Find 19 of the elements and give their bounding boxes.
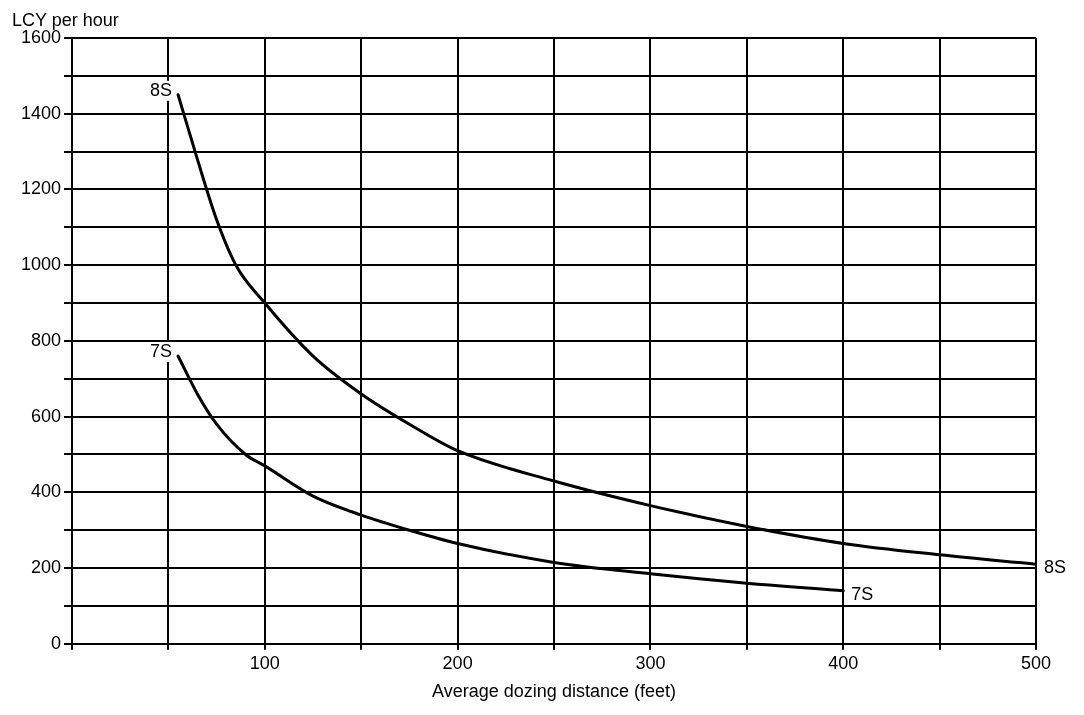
x-tick-label: 300 <box>635 652 666 673</box>
y-axis-title: LCY per hour <box>12 10 119 30</box>
x-tick-label: 400 <box>828 652 859 673</box>
y-tick-label: 1200 <box>21 178 62 199</box>
x-axis-title: Average dozing distance (feet) <box>432 681 676 702</box>
y-tick-label: 1000 <box>21 254 62 275</box>
x-tick-label: 200 <box>442 652 473 673</box>
y-tick-label: 200 <box>31 557 62 578</box>
x-tick-label: 100 <box>249 652 280 673</box>
series-label: 7S <box>150 341 173 362</box>
y-tick-label: 1400 <box>21 102 62 123</box>
y-tick-label: 600 <box>31 405 62 426</box>
series-label: 8S <box>150 79 173 100</box>
x-tick-label: 500 <box>1020 652 1052 673</box>
y-tick-label: 0 <box>51 632 62 653</box>
y-tick-label: 800 <box>31 329 62 350</box>
y-tick-label: 400 <box>31 481 62 502</box>
text: 8S <box>1044 557 1067 578</box>
text: 7S <box>851 583 874 604</box>
